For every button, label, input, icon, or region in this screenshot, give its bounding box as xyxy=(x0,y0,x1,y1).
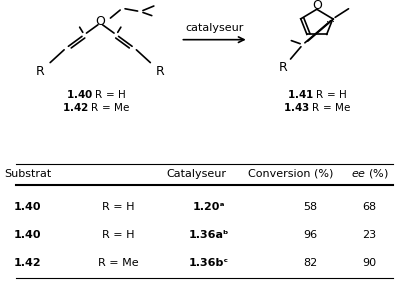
Text: 1.36aᵇ: 1.36aᵇ xyxy=(188,230,229,240)
Text: 23: 23 xyxy=(363,230,377,240)
Text: 68: 68 xyxy=(363,202,377,212)
Text: 96: 96 xyxy=(304,230,318,240)
Text: $\mathbf{1.43}$ R = Me: $\mathbf{1.43}$ R = Me xyxy=(283,101,351,113)
Text: 1.42: 1.42 xyxy=(14,258,41,268)
Text: O: O xyxy=(95,15,105,28)
Text: 1.40: 1.40 xyxy=(14,230,41,240)
Text: $\mathbf{1.41}$ R = H: $\mathbf{1.41}$ R = H xyxy=(287,88,347,100)
Text: Catalyseur: Catalyseur xyxy=(167,168,227,178)
Text: 1.36bᶜ: 1.36bᶜ xyxy=(188,258,229,268)
Text: Conversion (%): Conversion (%) xyxy=(248,168,334,178)
Text: O: O xyxy=(312,0,322,12)
Text: R: R xyxy=(36,65,45,78)
Text: R = H: R = H xyxy=(102,230,134,240)
Text: 1.40: 1.40 xyxy=(14,202,41,212)
Text: 58: 58 xyxy=(304,202,318,212)
Text: 82: 82 xyxy=(304,258,318,268)
Text: R = Me: R = Me xyxy=(98,258,138,268)
Text: R = H: R = H xyxy=(102,202,134,212)
Text: $\mathbf{1.42}$ R = Me: $\mathbf{1.42}$ R = Me xyxy=(62,101,130,113)
Text: 1.20ᵃ: 1.20ᵃ xyxy=(192,202,225,212)
Text: ...: ... xyxy=(326,14,335,24)
Text: R: R xyxy=(156,65,165,78)
Text: R: R xyxy=(278,61,287,74)
Text: catalyseur: catalyseur xyxy=(185,23,244,33)
Text: 90: 90 xyxy=(363,258,377,268)
Text: $ee$ (%): $ee$ (%) xyxy=(351,167,388,180)
Text: Substrat: Substrat xyxy=(4,168,51,178)
Text: $\mathbf{1.40}$ R = H: $\mathbf{1.40}$ R = H xyxy=(66,88,126,100)
